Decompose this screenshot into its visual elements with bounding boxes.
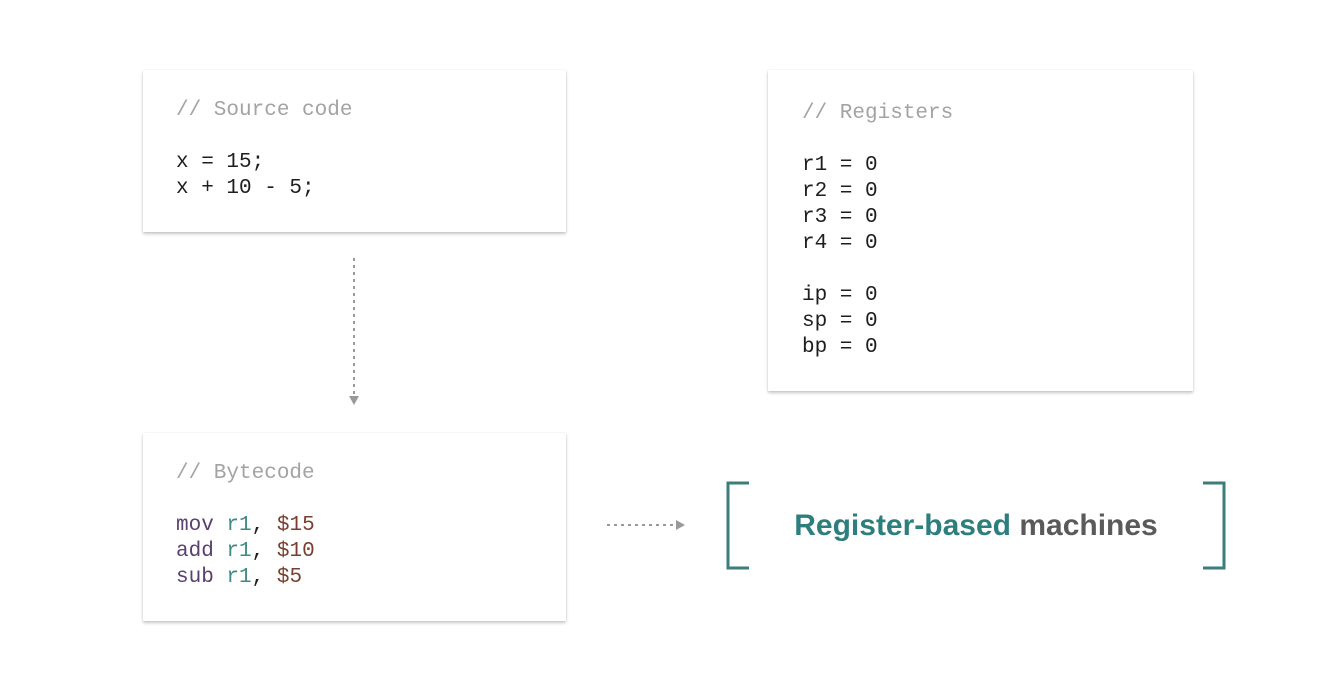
source-code-comment: // Source code	[176, 99, 353, 122]
left-bracket	[726, 481, 749, 570]
immediate-operand: $15	[276, 514, 315, 537]
register-line-ip: ip = 0	[802, 284, 878, 307]
register-operand: r1	[226, 514, 252, 537]
source-code-card: // Source code x = 15; x + 10 - 5;	[143, 70, 566, 232]
register-operand: r1	[226, 540, 252, 563]
operand-separator: ,	[251, 514, 277, 537]
right-bracket	[1203, 481, 1226, 570]
source-line: x = 15;	[176, 151, 265, 174]
operand-separator: ,	[251, 566, 277, 589]
register-line-r1: r1 = 0	[802, 154, 878, 177]
register-line-r2: r2 = 0	[802, 180, 878, 203]
immediate-operand: $5	[276, 566, 303, 589]
opcode: add	[176, 540, 214, 563]
title: Register-based machines	[727, 482, 1225, 569]
right-arrow	[607, 520, 685, 530]
register-line-r4: r4 = 0	[802, 232, 878, 255]
bytecode-instruction: add r1, $10	[176, 539, 566, 565]
title-rest: machines	[1019, 509, 1158, 542]
opcode: sub	[176, 566, 214, 589]
register-operand: r1	[226, 566, 252, 589]
title-highlight: Register-based	[794, 509, 1011, 542]
register-line-r3: r3 = 0	[802, 206, 878, 229]
immediate-operand: $10	[276, 540, 315, 563]
opcode: mov	[176, 514, 214, 537]
bytecode-comment: // Bytecode	[176, 462, 315, 485]
source-line: x + 10 - 5;	[176, 177, 315, 200]
bytecode-card: // Bytecode mov r1, $15 add r1, $10 sub …	[143, 433, 566, 621]
title-box: Register-based machines	[727, 482, 1225, 569]
register-line-bp: bp = 0	[802, 336, 878, 359]
bytecode-instruction: mov r1, $15	[176, 513, 566, 539]
registers-card: // Registers r1 = 0 r2 = 0 r3 = 0 r4 = 0…	[768, 70, 1193, 391]
bytecode-instruction: sub r1, $5	[176, 565, 566, 591]
registers-comment: // Registers	[802, 102, 954, 125]
operand-separator: ,	[251, 540, 277, 563]
register-line-sp: sp = 0	[802, 310, 878, 333]
down-arrow	[349, 258, 359, 405]
